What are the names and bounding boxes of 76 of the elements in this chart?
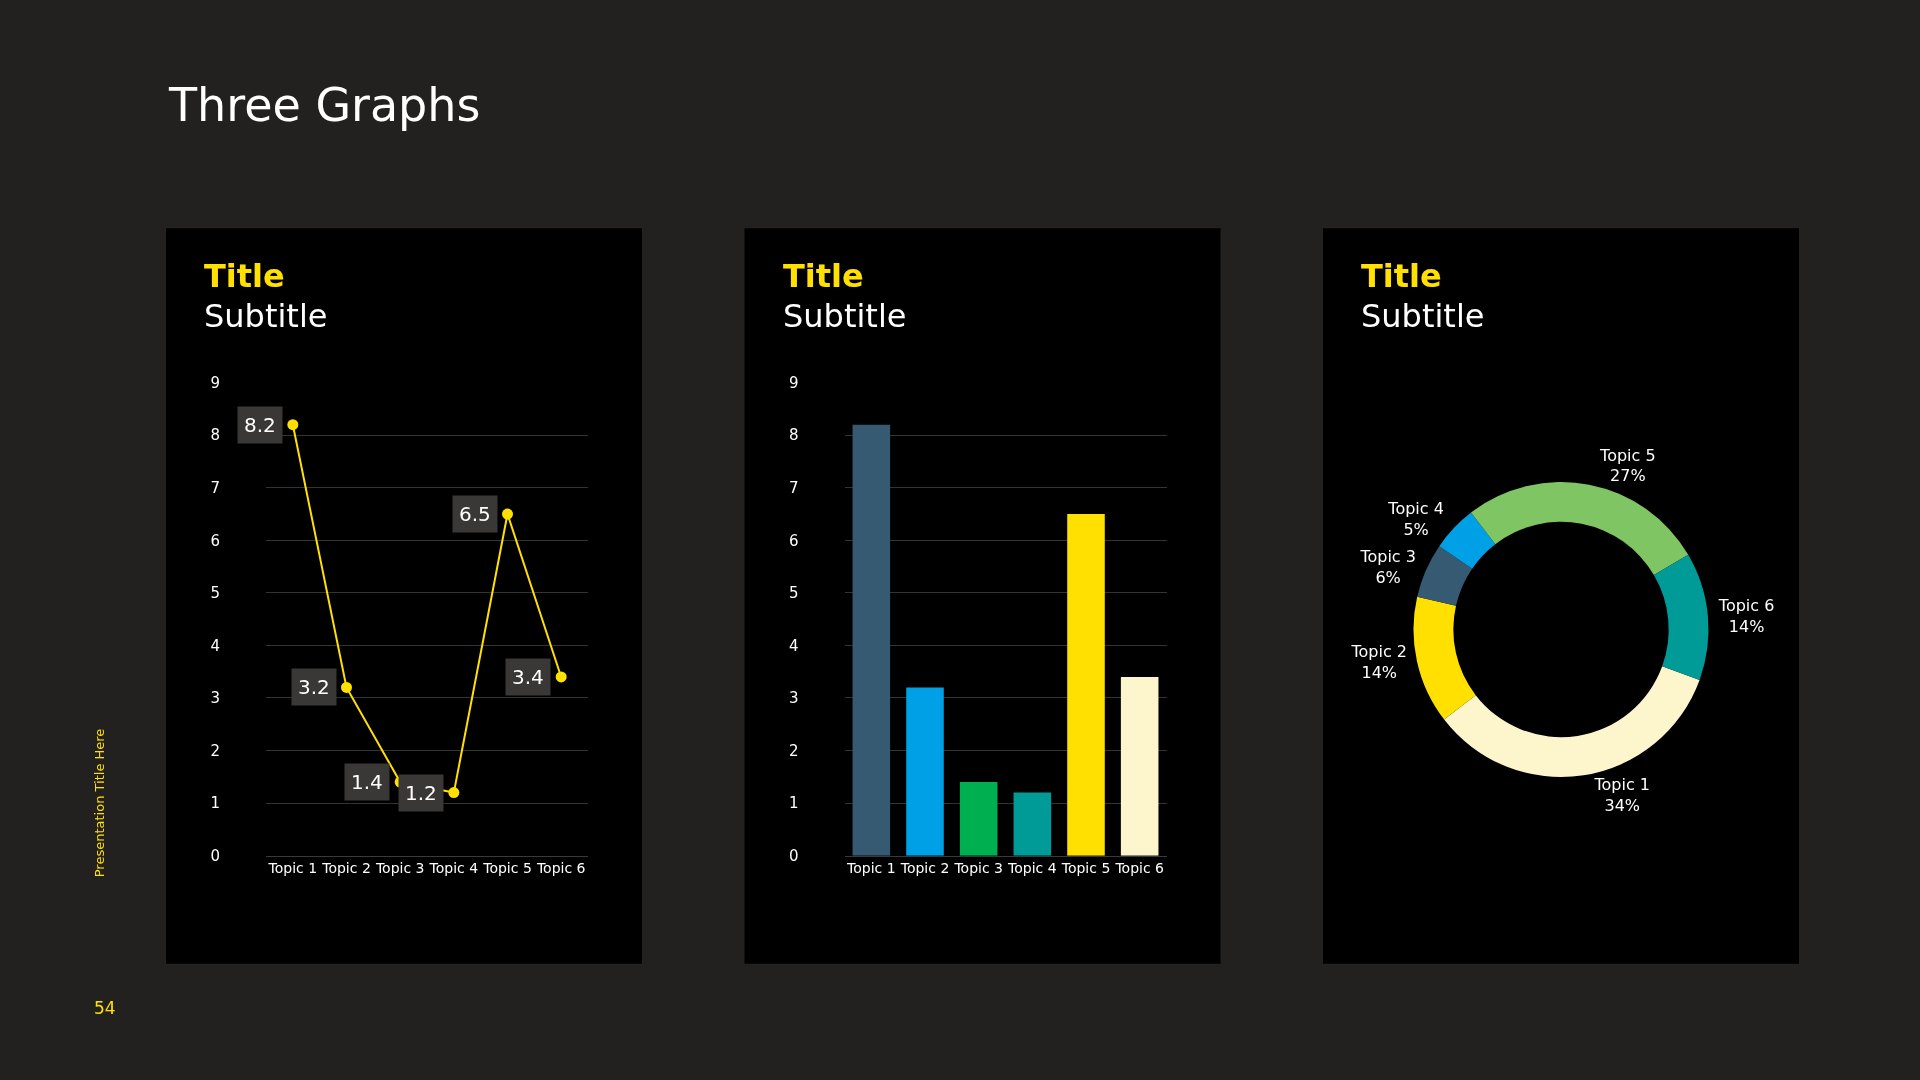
bar: [1067, 514, 1105, 856]
slice-label: Topic 6: [1717, 596, 1775, 616]
donut-slice: [1471, 482, 1689, 575]
chart-subtitle: Subtitle: [1361, 297, 1485, 335]
data-label: 34%: [1604, 795, 1641, 815]
slice-label: Topic 2: [1350, 642, 1407, 662]
x-tick-label: Topic 3: [953, 860, 1003, 877]
slice-label: Topic 3: [1359, 547, 1416, 567]
data-label: 6.5: [459, 502, 491, 526]
donut-slice: [1653, 554, 1709, 680]
y-tick-label: 3: [788, 689, 799, 708]
x-tick-label: Topic 4: [1007, 860, 1057, 877]
y-tick-label: 6: [788, 531, 799, 550]
y-tick-label: 9: [788, 373, 799, 392]
x-tick-label: Topic 6: [1114, 860, 1165, 877]
y-tick-label: 3: [210, 689, 220, 708]
data-label: 8.2: [244, 413, 276, 437]
data-label: 14%: [1728, 616, 1765, 636]
y-tick-label: 8: [788, 426, 799, 445]
y-tick-label: 2: [788, 741, 799, 760]
data-label: 14%: [1361, 662, 1398, 682]
bar: [906, 687, 944, 856]
y-tick-label: 9: [210, 373, 220, 392]
bar: [1120, 676, 1159, 856]
text: 54: [94, 998, 116, 1018]
data-label: 3.2: [298, 675, 330, 699]
text: Three Graphs: [168, 78, 481, 132]
y-tick-label: 5: [788, 584, 799, 603]
donut-slice: [1417, 546, 1473, 606]
y-tick-label: 7: [788, 479, 799, 498]
bar: [852, 424, 891, 856]
x-tick-label: Topic 2: [321, 860, 371, 877]
slice-label: Topic 4: [1387, 498, 1444, 518]
point: [555, 671, 567, 683]
chart-title: Title: [1361, 257, 1442, 295]
chart-subtitle: Subtitle: [204, 297, 328, 335]
x-tick-label: Topic 6: [535, 860, 586, 877]
y-tick-label: 0: [210, 846, 220, 865]
y-tick-label: 2: [210, 741, 220, 760]
x-tick-label: Topic 3: [374, 860, 425, 877]
y-tick-label: 5: [210, 584, 220, 603]
data-label: 1.4: [351, 770, 383, 794]
donut-slice: [1439, 512, 1496, 569]
point: [341, 681, 352, 693]
y-tick-label: 6: [210, 531, 220, 550]
y-tick-label: 7: [210, 479, 220, 498]
chart-subtitle: Subtitle: [783, 297, 907, 335]
point: [448, 787, 460, 799]
x-tick-label: Topic 2: [899, 860, 950, 877]
chart-title: Title: [204, 257, 285, 295]
data-label: 3.4: [512, 665, 544, 689]
data-label: 5%: [1403, 519, 1429, 539]
slice-label: Topic 1: [1593, 774, 1651, 794]
x-tick-label: Topic 5: [482, 860, 532, 877]
y-tick-label: 0: [788, 846, 799, 865]
data-label: 1.2: [405, 781, 437, 805]
text: Presentation Title Here: [91, 728, 107, 878]
bar: [959, 782, 998, 856]
x-tick-label: Topic 5: [1060, 860, 1111, 877]
bar: [1013, 792, 1052, 856]
y-tick-label: 1: [788, 794, 799, 813]
chart-title: Title: [783, 257, 864, 295]
y-tick-label: 4: [210, 636, 220, 655]
donut-slice: [1413, 596, 1476, 720]
x-tick-label: Topic 1: [846, 860, 896, 877]
y-tick-label: 4: [788, 636, 799, 655]
y-tick-label: 1: [210, 794, 220, 813]
x-tick-label: Topic 1: [267, 860, 318, 877]
donut-slice: [1444, 666, 1700, 777]
point: [502, 508, 513, 520]
data-label: 27%: [1610, 466, 1646, 486]
data-label: 6%: [1375, 568, 1401, 588]
point: [287, 419, 299, 431]
x-tick-label: Topic 4: [428, 860, 479, 877]
y-tick-label: 8: [210, 426, 220, 445]
slice-label: Topic 5: [1599, 445, 1656, 465]
